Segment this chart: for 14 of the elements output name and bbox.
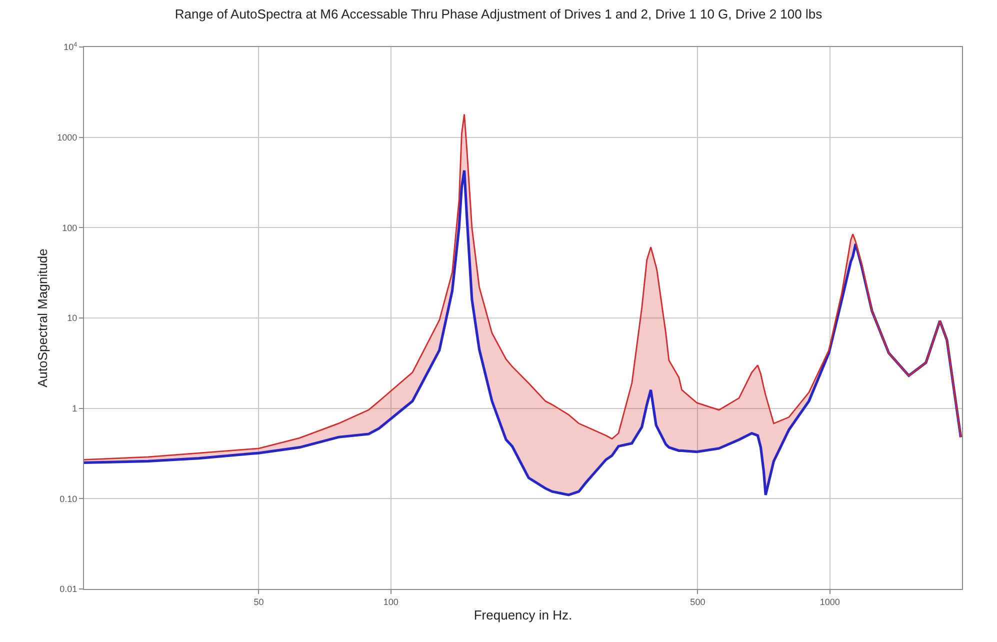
chart-title: Range of AutoSpectra at M6 Accessable Thru Phase Adjustment of Drives 1 and 2, Drive 1 10 G, Drive 2 100 lbs [174, 6, 823, 22]
x-tick-label: 1000 [820, 596, 840, 607]
y-tick-label: 0.10 [60, 494, 78, 504]
y-tick-label: 1000 [57, 132, 78, 142]
y-tick-label: 0.01 [60, 584, 78, 594]
y-tick-label: 10$^{4}$ [64, 41, 78, 52]
x-tick-label: 50 [254, 596, 264, 607]
y-tick-label: 100 [62, 222, 78, 233]
y-axis-title: AutoSpectral Magnitude [35, 248, 50, 388]
y-tick-label: 1 [72, 403, 78, 414]
x-tick-label: 500 [690, 596, 706, 607]
x-tick-label: 100 [383, 596, 398, 607]
y-tick-label: 10 [67, 313, 78, 324]
x-axis-title: Frequency in Hz. [474, 607, 572, 622]
